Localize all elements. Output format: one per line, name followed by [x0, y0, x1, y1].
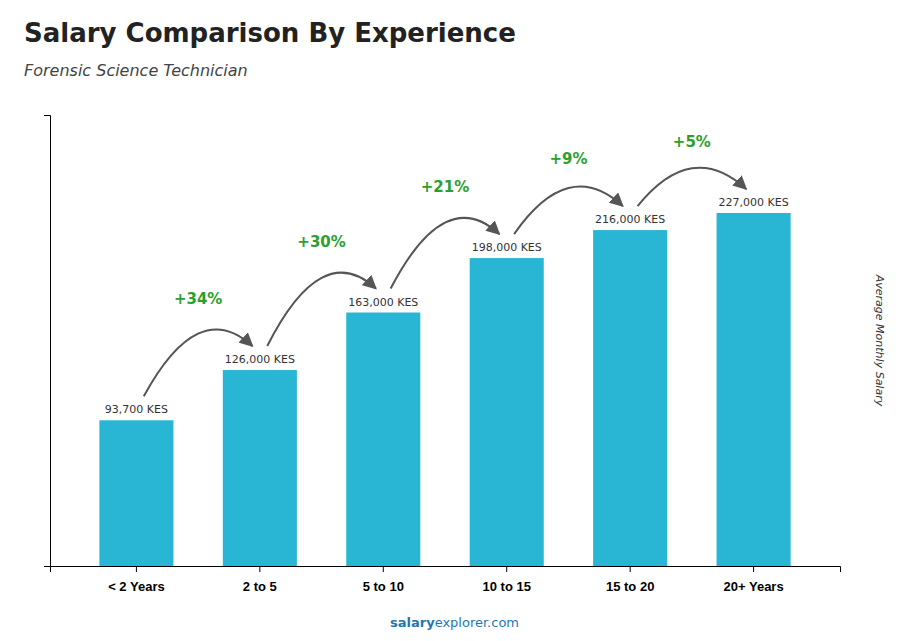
x-axis: < 2 Years 2 to 5 5 to 10 10 to 15 15 to 20 20…	[51, 566, 841, 594]
plot: < 2 Years 2 to 5 5 to 10 10 to 15 15 to 20 20…	[44, 116, 841, 594]
data-label: 126,000 KES	[225, 353, 295, 366]
x-axis-line	[51, 567, 841, 573]
change-arrow	[267, 273, 376, 346]
x-tick-mark	[506, 566, 507, 572]
bar	[346, 313, 420, 566]
x-tick-label: < 2 Years	[108, 579, 165, 594]
change-label: +21%	[421, 178, 469, 196]
title: Salary Comparison By Experience	[24, 18, 516, 48]
footer-text: salary	[390, 615, 435, 630]
y-axis-line	[44, 116, 51, 567]
chart: Salary Comparison By Experience Forensic …	[0, 0, 900, 641]
bar	[470, 258, 544, 566]
x-tick-label: 5 to 10	[363, 579, 404, 594]
data-label: 198,000 KES	[472, 241, 542, 254]
subtitle: Forensic Science Technician	[24, 61, 248, 80]
change-label: +34%	[174, 290, 222, 308]
change-arrow	[638, 168, 747, 206]
x-tick: 20+ Years	[724, 566, 784, 594]
x-tick: 15 to 20	[606, 566, 654, 594]
x-tick-mark	[259, 566, 260, 572]
data-label: 227,000 KES	[719, 196, 789, 209]
x-tick-label: 2 to 5	[243, 579, 277, 594]
x-tick-mark	[630, 566, 631, 572]
data-label: 93,700 KES	[105, 403, 168, 416]
y-axis	[44, 116, 51, 567]
data-labels: 93,700 KES 126,000 KES 163,000 KES 198,000 …	[105, 196, 789, 416]
y-axis-title: Average Monthly Salary	[873, 274, 886, 407]
change-arrow	[144, 329, 253, 396]
x-tick-mark	[753, 566, 754, 572]
x-tick: < 2 Years	[108, 566, 165, 594]
change-label: +5%	[673, 133, 711, 151]
change-annotations: +34% +30% +21% +9% +5%	[144, 133, 746, 396]
x-tick: 2 to 5	[243, 566, 277, 594]
x-tick-label: 20+ Years	[724, 579, 784, 594]
bar	[223, 370, 297, 566]
bars	[99, 213, 790, 566]
data-label: 216,000 KES	[595, 213, 665, 226]
x-tick-label: 15 to 20	[606, 579, 654, 594]
x-tick-label: 10 to 15	[483, 579, 531, 594]
change-label: +30%	[297, 233, 345, 251]
change-label: +9%	[549, 150, 587, 168]
change-arrow	[514, 187, 623, 235]
bar	[99, 420, 173, 566]
bar	[593, 230, 667, 566]
x-tick: 10 to 15	[483, 566, 531, 594]
data-label: 163,000 KES	[348, 296, 418, 309]
change-arrow	[391, 218, 500, 289]
footer: salaryexplorer.com	[390, 615, 519, 630]
x-tick: 5 to 10	[363, 566, 404, 594]
footer-text: explorer.com	[435, 615, 519, 630]
x-tick-mark	[136, 566, 137, 572]
x-tick-mark	[383, 566, 384, 572]
bar	[717, 213, 791, 566]
